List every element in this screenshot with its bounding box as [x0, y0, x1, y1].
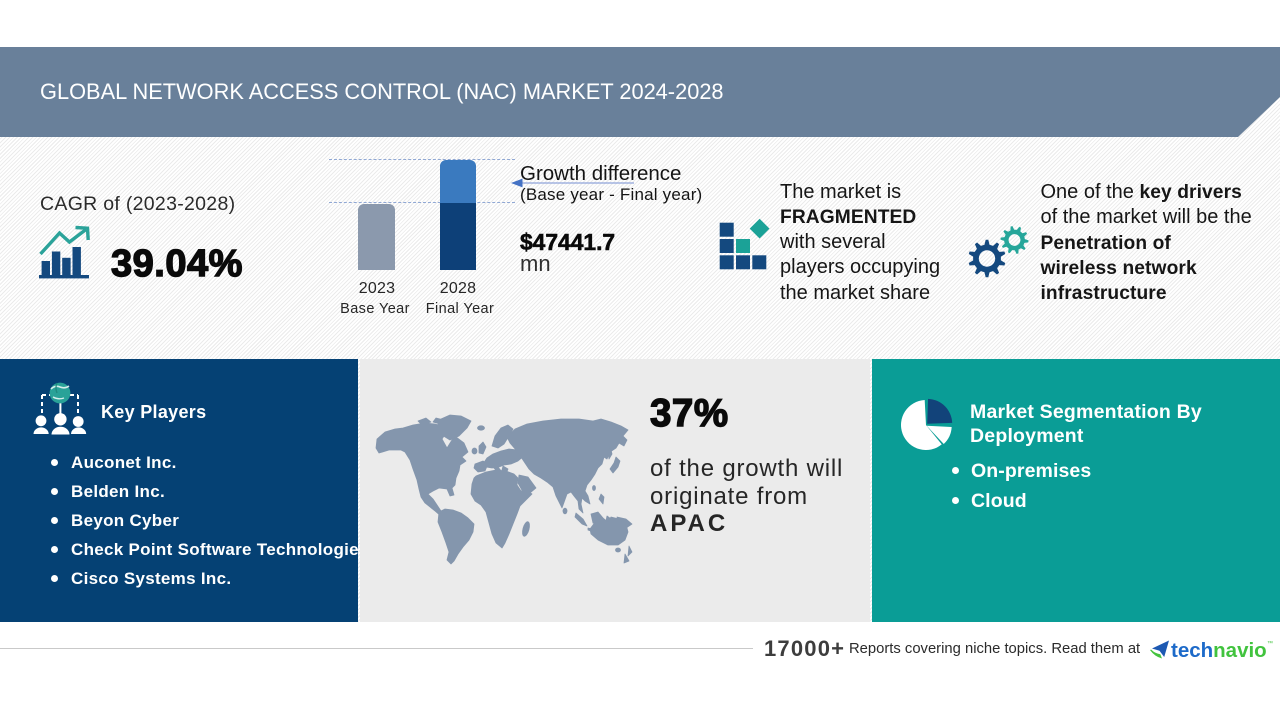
svg-text:™: ™ [1267, 640, 1273, 647]
svg-text:technavio: technavio [1171, 639, 1267, 662]
